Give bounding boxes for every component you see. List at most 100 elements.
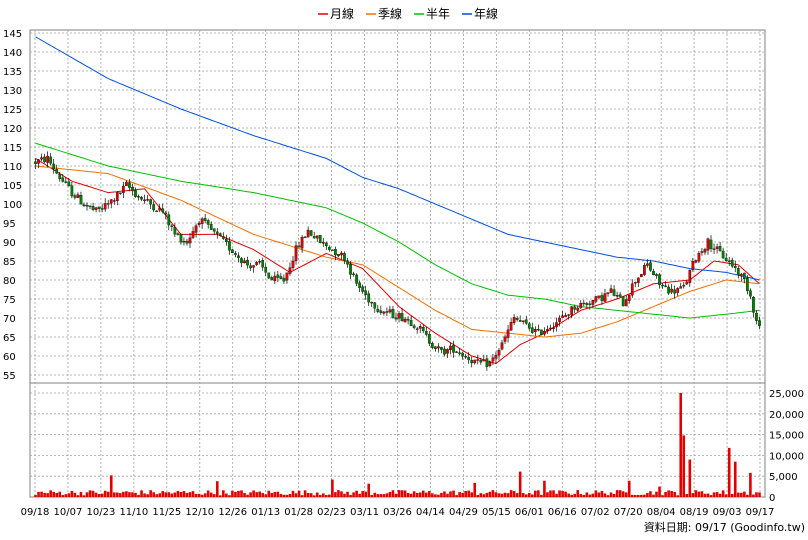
candle-body-84 [288, 267, 292, 274]
volume-bar-146 [476, 494, 480, 497]
candle-body-44 [167, 214, 171, 226]
candle-body-200 [639, 274, 643, 278]
volume-bar-222 [706, 493, 710, 497]
price-tick-5: 80 [3, 276, 16, 287]
volume-bar-212 [676, 495, 679, 497]
legend-label-3: 年線 [474, 6, 498, 21]
date-tick-15: 06/01 [515, 507, 544, 518]
volume-bar-195 [624, 492, 628, 497]
volume-bar-102 [343, 493, 346, 497]
candle-body-21 [97, 206, 101, 209]
volume-bar-118 [391, 490, 395, 497]
volume-tick-3: 15,000 [769, 431, 804, 442]
volume-bar-88 [300, 495, 304, 497]
volume-bar-185 [594, 490, 598, 497]
date-tick-21: 09/03 [713, 507, 742, 518]
volume-bar-127 [418, 492, 422, 497]
volume-bar-50 [185, 492, 189, 497]
candle-body-165 [533, 329, 537, 332]
volume-bar-21 [97, 494, 101, 497]
candle-body-214 [682, 284, 686, 287]
candle-body-130 [427, 334, 431, 344]
candle-body-227 [721, 250, 725, 259]
candlesticks [34, 151, 761, 371]
candle-body-222 [706, 238, 710, 251]
candle-body-180 [579, 303, 583, 309]
candle-body-218 [694, 260, 698, 263]
volume-bar-229 [727, 447, 731, 497]
volume-bar-68 [240, 490, 243, 497]
volume-bar-201 [643, 494, 646, 497]
candle-body-152 [494, 355, 498, 359]
candle-body-47 [176, 233, 180, 235]
candle-body-215 [685, 281, 689, 285]
volume-bar-124 [409, 493, 413, 497]
candle-body-232 [736, 267, 740, 276]
volume-tick-5: 25,000 [769, 389, 804, 400]
candle-body-162 [524, 319, 528, 324]
date-tick-5: 12/10 [185, 507, 214, 518]
candle-body-171 [552, 327, 555, 329]
candle-body-28 [118, 192, 122, 194]
volume-bar-103 [346, 491, 349, 497]
candle-body-170 [549, 327, 552, 330]
candle-body-14 [76, 194, 80, 198]
volume-bar-134 [440, 492, 443, 497]
volume-bar-140 [458, 492, 461, 497]
candle-body-239 [758, 320, 761, 326]
volume-bar-82 [282, 494, 286, 497]
candle-body-237 [752, 297, 755, 313]
volume-bar-4 [46, 493, 49, 497]
candle-body-74 [258, 261, 262, 263]
candle-body-59 [212, 228, 216, 232]
volume-bar-156 [506, 493, 510, 497]
volume-bar-51 [188, 492, 192, 497]
date-tick-11: 03/26 [383, 507, 412, 518]
volume-bar-149 [485, 492, 489, 497]
volume-bar-84 [288, 494, 292, 497]
candle-body-10 [64, 181, 68, 183]
candle-body-88 [300, 237, 304, 249]
candle-body-50 [185, 240, 189, 244]
candle-body-114 [379, 310, 383, 313]
candle-body-197 [630, 283, 634, 296]
candle-body-223 [709, 239, 713, 249]
volume-bar-178 [573, 493, 577, 497]
volume-tick-4: 20,000 [769, 410, 804, 421]
candle-body-35 [140, 197, 143, 200]
volume-bar-153 [497, 493, 501, 497]
candle-body-225 [715, 246, 719, 249]
candle-body-19 [91, 206, 95, 210]
volume-bar-163 [527, 492, 531, 497]
volume-bar-17 [85, 492, 89, 497]
candle-body-128 [421, 326, 425, 332]
volume-bar-108 [361, 491, 364, 497]
volume-bar-126 [415, 492, 419, 497]
volume-bar-15 [79, 492, 83, 497]
volume-bar-224 [712, 492, 716, 497]
candle-body-2 [40, 157, 43, 160]
volume-bar-6 [52, 491, 55, 497]
candle-body-183 [588, 303, 592, 305]
volume-bar-155 [503, 492, 507, 497]
volume-bar-24 [106, 491, 110, 497]
volume-bar-199 [637, 494, 640, 497]
volume-bar-148 [482, 494, 486, 497]
volume-bar-116 [385, 493, 389, 497]
volume-bar-35 [140, 490, 143, 497]
candle-body-175 [564, 315, 567, 318]
candle-body-55 [200, 218, 204, 225]
volume-bar-41 [158, 493, 162, 497]
candle-body-97 [327, 246, 331, 250]
volume-bar-231 [733, 461, 737, 497]
volume-bar-3 [43, 492, 46, 497]
price-tick-15: 130 [3, 86, 22, 97]
volume-bar-54 [197, 493, 201, 497]
volume-bar-152 [494, 492, 498, 497]
volume-bar-46 [173, 492, 177, 497]
volume-tick-1: 5,000 [769, 472, 798, 483]
volume-bar-227 [721, 490, 725, 497]
volume-bar-186 [597, 492, 601, 497]
volume-bar-207 [661, 495, 664, 497]
candle-body-5 [49, 156, 53, 164]
